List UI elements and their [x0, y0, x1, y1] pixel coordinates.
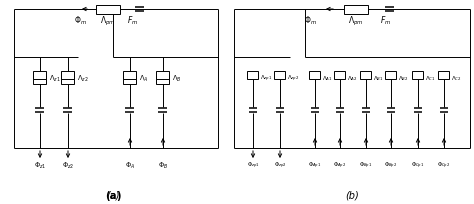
Text: $\Phi_{Bp2}$: $\Phi_{Bp2}$ [384, 161, 398, 171]
Text: $\Phi_m$: $\Phi_m$ [303, 15, 317, 27]
Text: $\Phi_{zp2}$: $\Phi_{zp2}$ [273, 161, 286, 171]
Text: $\Lambda_{pm}$: $\Lambda_{pm}$ [100, 14, 116, 28]
Bar [335, 71, 346, 79]
Bar [34, 76, 46, 84]
Text: $\Phi_{z2}$: $\Phi_{z2}$ [62, 161, 74, 171]
Text: $\Phi_{Ap1}$: $\Phi_{Ap1}$ [309, 161, 322, 171]
Text: $F_m$: $F_m$ [380, 15, 392, 27]
Text: $\Lambda_{zp1}$: $\Lambda_{zp1}$ [260, 74, 273, 84]
Bar [124, 71, 137, 79]
Text: (b): (b) [345, 191, 359, 201]
Text: $\Lambda_A$: $\Lambda_A$ [139, 74, 148, 84]
Bar [344, 4, 368, 13]
Text: $\Lambda_{A1}$: $\Lambda_{A1}$ [322, 74, 333, 83]
Text: $\Lambda_{pm}$: $\Lambda_{pm}$ [348, 14, 364, 28]
Text: $\Lambda_{z2}$: $\Lambda_{z2}$ [77, 74, 89, 84]
Bar [62, 71, 74, 79]
Bar [96, 4, 120, 13]
Bar [438, 71, 449, 79]
Text: $\Phi_{Cp1}$: $\Phi_{Cp1}$ [411, 161, 425, 171]
Text: $\Lambda_{C1}$: $\Lambda_{C1}$ [425, 74, 436, 83]
Bar [385, 71, 396, 79]
Text: $\Lambda_{zp2}$: $\Lambda_{zp2}$ [287, 74, 300, 84]
Bar [247, 71, 258, 79]
Text: (a): (a) [106, 191, 120, 201]
Bar [361, 71, 372, 79]
Bar [310, 71, 320, 79]
Text: $\Lambda_{B2}$: $\Lambda_{B2}$ [398, 74, 409, 83]
Text: $\bf{(a)}$: $\bf{(a)}$ [105, 189, 121, 203]
Bar [156, 76, 170, 84]
Bar [124, 76, 137, 84]
Bar [62, 76, 74, 84]
Bar [274, 71, 285, 79]
Text: $\Phi_m$: $\Phi_m$ [73, 15, 86, 27]
Bar [156, 71, 170, 79]
Text: $\Phi_{z1}$: $\Phi_{z1}$ [34, 161, 46, 171]
Text: $\Phi_{zp1}$: $\Phi_{zp1}$ [246, 161, 259, 171]
Text: $\Lambda_B$: $\Lambda_B$ [172, 74, 182, 84]
Text: $\Phi_B$: $\Phi_B$ [158, 161, 168, 171]
Text: $\Lambda_{z1}$: $\Lambda_{z1}$ [49, 74, 61, 84]
Bar [34, 71, 46, 79]
Text: $\Phi_{Bp1}$: $\Phi_{Bp1}$ [359, 161, 373, 171]
Text: $F_m$: $F_m$ [128, 15, 138, 27]
Text: $\Phi_A$: $\Phi_A$ [125, 161, 135, 171]
Text: $\Phi_{Ap2}$: $\Phi_{Ap2}$ [333, 161, 346, 171]
Text: $\Phi_{Cp2}$: $\Phi_{Cp2}$ [438, 161, 451, 171]
Bar [412, 71, 423, 79]
Text: $\Lambda_{B1}$: $\Lambda_{B1}$ [373, 74, 383, 83]
Text: $\Lambda_{A2}$: $\Lambda_{A2}$ [347, 74, 357, 83]
Text: $\Lambda_{C2}$: $\Lambda_{C2}$ [451, 74, 462, 83]
